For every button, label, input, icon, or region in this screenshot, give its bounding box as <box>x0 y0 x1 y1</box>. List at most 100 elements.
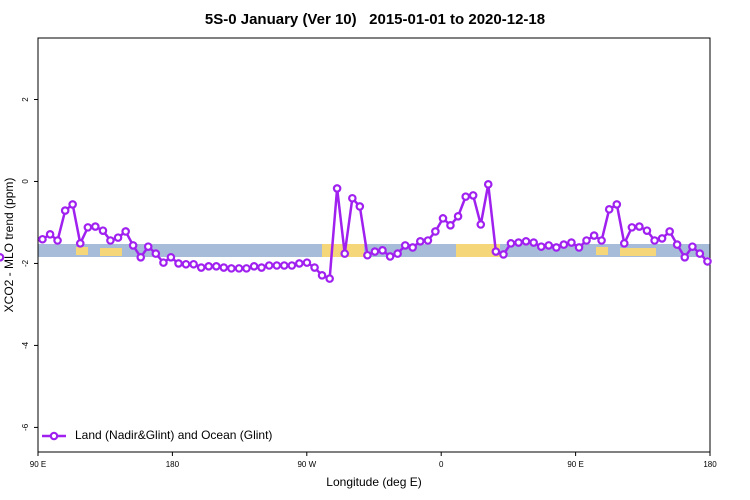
point <box>521 237 531 246</box>
point <box>279 261 289 270</box>
x-tick-label: 90 E <box>30 460 46 469</box>
point <box>287 261 297 270</box>
point <box>506 239 516 248</box>
point <box>688 242 697 251</box>
point <box>657 234 667 243</box>
legend-label: Land (Nadir&Glint) and Ocean (Glint) <box>75 428 272 442</box>
point <box>438 214 448 223</box>
point <box>491 247 501 256</box>
point <box>536 242 546 251</box>
y-tick-label: -4 <box>21 341 30 349</box>
x-tick-label: 180 <box>166 460 180 469</box>
point <box>317 271 327 280</box>
series-line <box>41 184 709 281</box>
point <box>234 264 244 273</box>
point <box>665 227 674 236</box>
point <box>159 258 168 267</box>
point <box>302 258 312 267</box>
legend-marker <box>49 431 59 441</box>
y-axis-label: XCO2 - MLO trend (ppm) <box>2 178 16 313</box>
point <box>567 238 576 247</box>
point <box>53 236 62 245</box>
point <box>612 200 622 209</box>
point <box>604 205 614 214</box>
point <box>672 240 682 249</box>
point <box>295 259 304 268</box>
point <box>393 249 402 258</box>
point <box>310 263 319 272</box>
point <box>619 239 629 248</box>
point <box>635 222 644 231</box>
point <box>121 227 130 236</box>
y-tick-label: -6 <box>21 423 30 431</box>
point <box>106 236 115 245</box>
point <box>181 259 191 269</box>
point <box>196 263 206 272</box>
point <box>582 236 591 245</box>
point <box>174 259 183 268</box>
point <box>370 247 380 256</box>
point <box>38 234 47 244</box>
point <box>264 261 274 270</box>
point <box>650 236 659 245</box>
point <box>212 262 221 271</box>
point <box>113 233 123 242</box>
point <box>642 226 652 235</box>
point <box>91 222 100 231</box>
plot-frame <box>37 37 711 453</box>
point <box>0 252 5 262</box>
point <box>136 252 146 262</box>
point <box>385 252 395 261</box>
point <box>423 236 433 245</box>
point <box>431 227 440 236</box>
point <box>627 223 637 232</box>
point <box>272 261 282 270</box>
point <box>476 220 486 229</box>
point <box>597 236 606 245</box>
point <box>408 243 417 252</box>
point <box>340 249 350 258</box>
point <box>483 180 493 189</box>
y-tick-label: -2 <box>21 259 30 267</box>
point <box>325 274 334 283</box>
x-tick-label: 0 <box>439 460 444 469</box>
point <box>544 241 554 250</box>
point <box>695 249 705 258</box>
point <box>189 259 198 269</box>
point <box>589 231 599 240</box>
point <box>680 252 690 262</box>
x-tick-label: 180 <box>703 460 717 469</box>
point <box>499 250 508 259</box>
point <box>453 212 463 221</box>
point <box>574 243 584 252</box>
point <box>514 238 523 247</box>
point <box>529 238 538 247</box>
point <box>348 193 357 203</box>
y-tick-label: 2 <box>21 97 30 102</box>
point <box>98 226 108 235</box>
point <box>332 184 342 193</box>
point <box>68 200 77 209</box>
point <box>60 206 70 215</box>
point <box>446 221 455 230</box>
point <box>461 192 470 201</box>
point <box>363 250 372 260</box>
point <box>204 262 213 271</box>
point <box>552 243 561 252</box>
x-tick-label: 90 E <box>567 460 583 469</box>
x-tick-label: 90 W <box>297 460 316 469</box>
point <box>378 246 387 255</box>
chart-title: 5S-0 January (Ver 10) 2015-01-01 to 2020… <box>205 11 545 28</box>
point <box>249 262 259 271</box>
point <box>355 202 365 211</box>
point <box>83 223 93 232</box>
point <box>227 264 236 273</box>
point <box>166 252 176 262</box>
point <box>143 242 153 251</box>
point <box>559 240 569 249</box>
point <box>468 191 478 200</box>
y-tick-label: 0 <box>21 179 30 184</box>
point <box>45 230 55 239</box>
point <box>415 237 425 246</box>
